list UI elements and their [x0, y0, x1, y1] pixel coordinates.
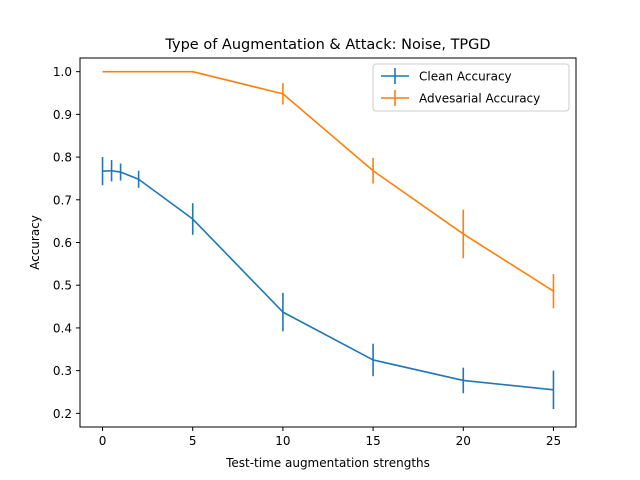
legend-label: Clean Accuracy: [419, 70, 512, 84]
y-tick-label: 0.9: [53, 108, 72, 122]
x-tick-label: 15: [365, 434, 380, 448]
x-axis: 0 5 10 15 20 25: [99, 427, 561, 448]
legend-box: [372, 63, 570, 112]
y-tick-label: 0.7: [53, 193, 72, 207]
y-tick-label: 0.8: [53, 151, 72, 165]
plot-content: [101, 70, 555, 410]
chart-title: Type of Augmentation & Attack: Noise, TP…: [164, 37, 490, 53]
legend-item: Clean Accuracy: [381, 68, 512, 84]
y-tick-label: 0.2: [53, 407, 72, 421]
x-axis-label: Test-time augmentation strengths: [225, 456, 430, 470]
y-axis-label: Accuracy: [28, 215, 42, 270]
series-line: [102, 70, 554, 292]
y-tick-label: 1.0: [53, 65, 72, 79]
x-tick-label: 10: [275, 434, 290, 448]
legend: Clean Accuracy Advesarial Accuracy: [372, 63, 570, 112]
series-0: [101, 157, 555, 410]
y-tick-label: 0.5: [53, 279, 72, 293]
series-1: [102, 70, 555, 309]
legend-item: Advesarial Accuracy: [381, 90, 540, 106]
x-tick-label: 25: [546, 434, 561, 448]
x-tick-label: 5: [189, 434, 197, 448]
y-tick-label: 0.4: [53, 321, 72, 335]
legend-label: Advesarial Accuracy: [419, 92, 540, 106]
y-axis: 0.2 0.3 0.4 0.5 0.6 0.7 0.8 0.9 1.0: [53, 65, 80, 421]
y-tick-label: 0.6: [53, 236, 72, 250]
x-tick-label: 0: [99, 434, 107, 448]
y-tick-label: 0.3: [53, 364, 72, 378]
x-tick-label: 20: [456, 434, 471, 448]
